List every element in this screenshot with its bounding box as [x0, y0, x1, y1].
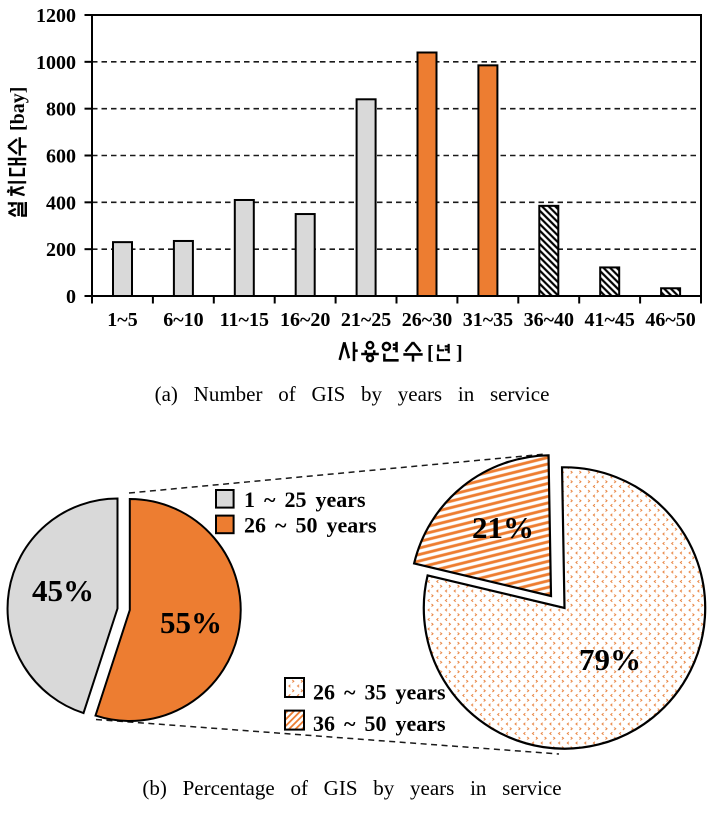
svg-text:[: [: [427, 342, 434, 364]
svg-text:26 ~ 35 years: 26 ~ 35 years: [313, 680, 446, 705]
svg-text:200: 200: [46, 239, 76, 261]
svg-text:1 ~ 25 years: 1 ~ 25 years: [244, 487, 366, 512]
svg-text:(b) Percentage of GIS by years: (b) Percentage of GIS by years in servic…: [142, 776, 561, 800]
svg-text:]: ]: [456, 342, 463, 364]
svg-text:36 ~ 50 years: 36 ~ 50 years: [313, 711, 446, 736]
svg-text:1200: 1200: [36, 5, 76, 27]
svg-text:31~35: 31~35: [463, 309, 513, 331]
svg-text:21~25: 21~25: [341, 309, 391, 331]
svg-text:26~30: 26~30: [402, 309, 452, 331]
svg-text:400: 400: [46, 192, 76, 214]
svg-text:45%: 45%: [32, 573, 94, 608]
svg-text:36~40: 36~40: [524, 309, 574, 331]
svg-text:41~45: 41~45: [584, 309, 634, 331]
svg-text:800: 800: [46, 99, 76, 121]
svg-text:600: 600: [46, 146, 76, 168]
svg-text:46~50: 46~50: [645, 309, 695, 331]
svg-text:[bay]: [bay]: [7, 87, 29, 131]
svg-text:6~10: 6~10: [163, 309, 203, 331]
svg-text:55%: 55%: [160, 605, 222, 640]
svg-text:11~15: 11~15: [220, 309, 269, 331]
svg-text:(a) Number of GIS by years in: (a) Number of GIS by years in service: [155, 382, 550, 406]
svg-text:79%: 79%: [579, 642, 641, 677]
svg-text:16~20: 16~20: [280, 309, 330, 331]
svg-text:26 ~ 50 years: 26 ~ 50 years: [244, 513, 377, 538]
svg-text:1000: 1000: [36, 52, 76, 74]
svg-text:1~5: 1~5: [107, 309, 137, 331]
svg-text:21%: 21%: [472, 510, 534, 545]
svg-text:0: 0: [66, 286, 76, 308]
